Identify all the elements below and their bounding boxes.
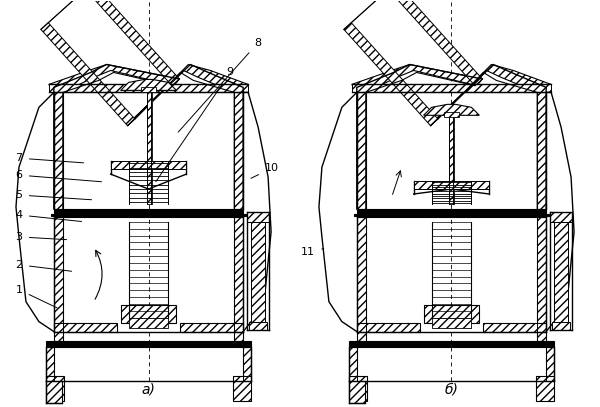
Text: а): а) xyxy=(142,382,155,396)
Bar xyxy=(249,322,267,330)
Bar xyxy=(552,322,570,330)
Polygon shape xyxy=(85,0,179,86)
Text: 6: 6 xyxy=(16,170,101,182)
Bar xyxy=(550,212,572,222)
Polygon shape xyxy=(388,0,482,86)
Polygon shape xyxy=(349,346,357,381)
Polygon shape xyxy=(357,332,366,341)
Polygon shape xyxy=(234,332,243,341)
Polygon shape xyxy=(424,104,479,115)
Bar xyxy=(110,161,187,169)
Bar xyxy=(354,214,549,216)
Polygon shape xyxy=(128,64,248,126)
Polygon shape xyxy=(357,323,419,332)
Bar xyxy=(140,88,157,92)
Polygon shape xyxy=(537,217,546,332)
Polygon shape xyxy=(357,217,366,332)
Text: 2: 2 xyxy=(16,260,71,271)
Polygon shape xyxy=(54,323,116,332)
Polygon shape xyxy=(537,92,546,209)
Polygon shape xyxy=(49,64,179,92)
Polygon shape xyxy=(46,346,54,381)
Bar xyxy=(413,181,490,189)
Polygon shape xyxy=(54,332,63,341)
Polygon shape xyxy=(181,323,243,332)
Text: 1: 1 xyxy=(16,285,57,308)
Polygon shape xyxy=(234,92,243,209)
Bar xyxy=(54,209,243,217)
Polygon shape xyxy=(352,64,482,92)
Bar xyxy=(146,82,152,204)
Bar xyxy=(128,317,169,328)
Polygon shape xyxy=(46,376,64,401)
Text: 4: 4 xyxy=(16,210,82,221)
Polygon shape xyxy=(243,346,251,381)
Polygon shape xyxy=(41,23,135,126)
Bar xyxy=(46,341,251,346)
Text: 10: 10 xyxy=(251,163,279,178)
Bar xyxy=(352,84,551,92)
Text: 8: 8 xyxy=(178,37,262,132)
Text: 5: 5 xyxy=(16,190,92,200)
Polygon shape xyxy=(484,323,546,332)
Text: 7: 7 xyxy=(16,153,83,163)
Polygon shape xyxy=(357,92,366,209)
Polygon shape xyxy=(54,92,63,209)
Text: 9: 9 xyxy=(156,68,234,182)
Bar xyxy=(51,214,246,216)
Bar xyxy=(49,84,248,92)
Polygon shape xyxy=(546,346,554,381)
Bar xyxy=(554,222,568,322)
Polygon shape xyxy=(233,376,251,401)
Bar xyxy=(251,222,265,322)
Polygon shape xyxy=(54,217,63,332)
Polygon shape xyxy=(121,305,176,323)
Polygon shape xyxy=(121,79,176,90)
Text: б): б) xyxy=(445,382,458,396)
Text: 3: 3 xyxy=(16,232,67,242)
Bar xyxy=(431,317,472,328)
Polygon shape xyxy=(234,217,243,332)
Polygon shape xyxy=(349,381,365,403)
Polygon shape xyxy=(424,305,479,323)
Bar xyxy=(349,341,554,346)
Polygon shape xyxy=(344,23,438,126)
Text: 11: 11 xyxy=(301,247,324,257)
Bar xyxy=(357,209,546,217)
Bar xyxy=(449,107,454,204)
Bar xyxy=(443,112,460,117)
Bar xyxy=(247,212,269,222)
Polygon shape xyxy=(349,376,367,401)
Polygon shape xyxy=(536,376,554,401)
Polygon shape xyxy=(537,332,546,341)
Polygon shape xyxy=(431,64,551,126)
Polygon shape xyxy=(46,381,62,403)
